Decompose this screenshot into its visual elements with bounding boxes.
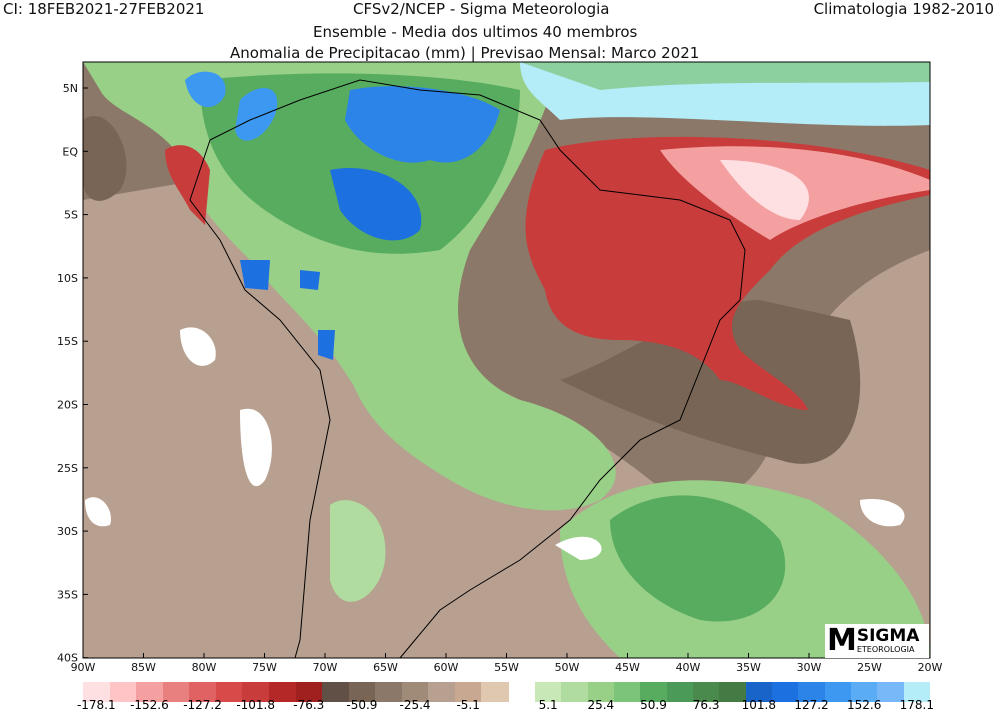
positive-label: 178.1: [899, 698, 935, 712]
positive-swatch: [640, 682, 668, 702]
lon-label: 85W: [131, 661, 156, 674]
lat-label: 15S: [57, 335, 78, 348]
lat-label: EQ: [62, 145, 78, 158]
source-label: CFSv2/NCEP - Sigma Meteorologia: [353, 0, 610, 18]
positive-swatch: [851, 682, 878, 702]
lon-label: 55W: [494, 661, 519, 674]
lon-label: 90W: [71, 661, 96, 674]
positive-swatch: [719, 682, 747, 702]
positive-swatch: [903, 682, 931, 702]
lat-label: 5N: [63, 82, 78, 95]
positive-label: 152.6: [846, 698, 882, 712]
lon-label: 45W: [615, 661, 640, 674]
ensemble-subtitle: Ensemble - Media dos ultimos 40 membros: [313, 23, 638, 41]
negative-swatch: [454, 682, 482, 702]
lon-label: 70W: [313, 661, 338, 674]
negative-swatch: [268, 682, 296, 702]
lat-label: 20S: [57, 399, 78, 412]
positive-swatch: [614, 682, 641, 702]
positive-label: 5.1: [538, 698, 558, 712]
negative-label: -50.9: [346, 698, 378, 712]
climatology-label: Climatologia 1982-2010: [813, 0, 994, 18]
logo-mark: M: [827, 623, 857, 658]
negative-label: -152.6: [130, 698, 169, 712]
positive-swatch: [877, 682, 905, 702]
positive-label: 50.9: [640, 698, 667, 712]
positive-swatch: [587, 682, 615, 702]
negative-swatch: [322, 682, 350, 702]
lon-label: 25W: [857, 661, 882, 674]
lon-label: 80W: [192, 661, 217, 674]
negative-label: -25.4: [399, 698, 431, 712]
lat-label: 40S: [57, 652, 78, 665]
negative-swatch: [375, 682, 403, 702]
lon-label: 30W: [797, 661, 822, 674]
lon-label: 35W: [736, 661, 761, 674]
negative-swatch: [348, 682, 376, 702]
lon-label: 75W: [252, 661, 277, 674]
negative-label: -178.1: [76, 698, 116, 712]
lon-label: 50W: [555, 661, 580, 674]
lon-label: 60W: [434, 661, 459, 674]
lat-label: 10S: [57, 272, 78, 285]
lon-label: 40W: [676, 661, 701, 674]
logo-tagline: ETEOROLOGIA: [856, 645, 915, 654]
negative-swatch: [189, 682, 217, 702]
positive-label: 25.4: [587, 698, 615, 712]
negative-swatch: [162, 682, 190, 702]
negative-label: -76.3: [293, 698, 325, 712]
south-america-coastline: [189, 79, 746, 659]
negative-label: -5.1: [456, 698, 480, 712]
sigma-logo: M SIGMA ETEOROLOGIA: [825, 624, 929, 658]
lon-label: 65W: [373, 661, 398, 674]
positive-label: 101.8: [741, 698, 777, 712]
negative-swatch: [242, 682, 270, 702]
lat-label: 30S: [57, 525, 78, 538]
lat-label: 35S: [57, 588, 78, 601]
anomaly-field: [83, 62, 930, 658]
negative-swatch: [401, 682, 429, 702]
positive-label: 127.2: [794, 698, 829, 712]
lon-label: 20W: [918, 661, 943, 674]
negative-swatch: [215, 682, 243, 702]
negative-swatch: [83, 682, 111, 702]
negative-label: -101.8: [236, 698, 275, 712]
positive-swatch: [824, 682, 852, 702]
negative-swatch: [109, 682, 137, 702]
positive-swatch: [798, 682, 826, 702]
positive-swatch: [772, 682, 799, 702]
lat-label: 5S: [64, 209, 78, 222]
lat-label: 25S: [57, 462, 78, 475]
positive-label: 76.3: [692, 698, 720, 712]
positive-swatch: [745, 682, 773, 702]
logo-name: SIGMA: [856, 626, 920, 646]
negative-label: -127.2: [183, 698, 222, 712]
positive-swatch: [693, 682, 720, 702]
initial-conditions-label: CI: 18FEB2021-27FEB2021: [3, 0, 205, 18]
positive-swatch: [561, 682, 589, 702]
negative-swatch: [428, 682, 456, 702]
positive-swatch: [535, 682, 562, 702]
negative-swatch: [481, 682, 509, 702]
positive-swatch: [666, 682, 694, 702]
negative-swatch: [136, 682, 164, 702]
map-title: Anomalia de Precipitacao (mm) | Previsao…: [230, 44, 700, 62]
negative-swatch: [295, 682, 323, 702]
